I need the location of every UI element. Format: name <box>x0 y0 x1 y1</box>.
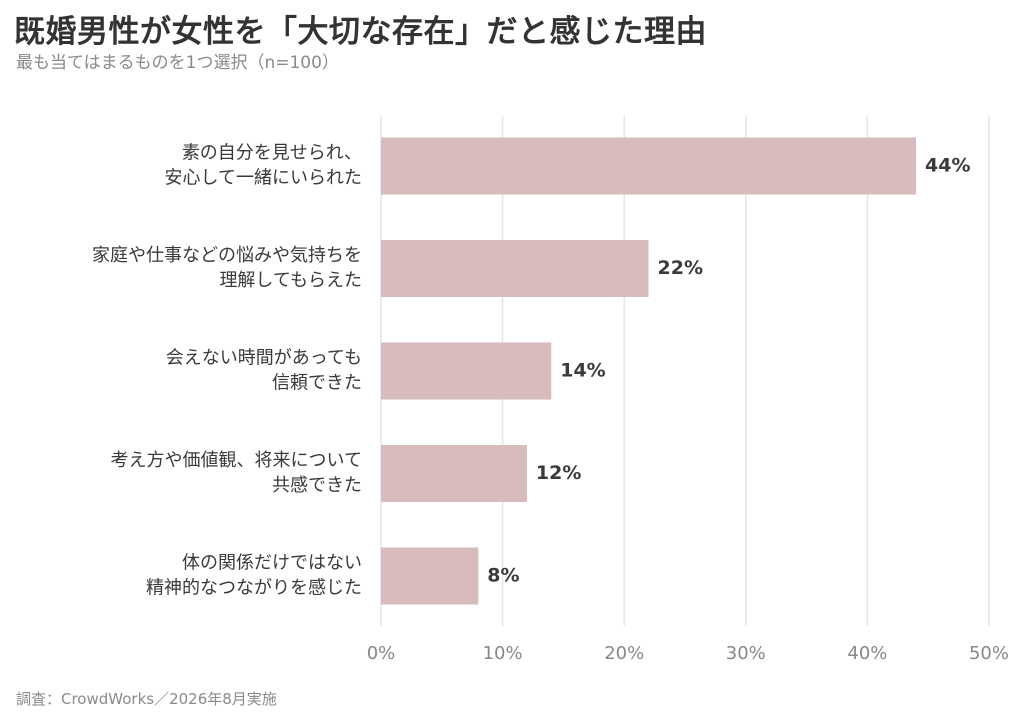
data-label: 22% <box>658 257 703 279</box>
category-label: 体の関係だけではない <box>182 553 362 574</box>
category-label: 理解してもらえた <box>219 270 362 291</box>
bar <box>381 342 552 400</box>
x-tick-label: 50% <box>969 643 1009 664</box>
category-label: 会えない時間があっても <box>166 348 362 369</box>
bar <box>381 137 917 195</box>
category-label: 精神的なつながりを感じた <box>146 578 362 599</box>
source-note: 調査：CrowdWorks／2026年8月実施 <box>16 690 277 708</box>
x-tick-label: 30% <box>726 643 766 664</box>
data-label: 14% <box>560 360 605 382</box>
x-tick-label: 40% <box>847 643 887 664</box>
category-label: 考え方や価値観、将来について <box>111 450 362 471</box>
x-tick-label: 20% <box>604 643 644 664</box>
labels: 0% 10% 20% 30% 40% 50% 44% 素の自分を見せられ、安心して一緒にいられ… <box>92 143 1009 665</box>
x-tick-label: 0% <box>367 643 396 664</box>
chart-subtitle: 最も当てはまるものを1つ選択（n=100） <box>16 53 339 73</box>
category-label: 共感できた <box>272 475 362 496</box>
bar <box>381 240 649 297</box>
data-label: 44% <box>925 155 970 177</box>
category-label: 家庭や仕事などの悩みや気持ちを <box>92 245 362 266</box>
data-label: 12% <box>536 462 581 484</box>
x-tick-label: 10% <box>483 643 523 664</box>
category-label: 安心して一緒にいられた <box>165 168 362 189</box>
category-label: 信頼できた <box>272 373 362 394</box>
data-label: 8% <box>487 565 519 587</box>
category-label: 素の自分を見せられ、 <box>182 143 362 164</box>
bar <box>381 547 479 605</box>
bars <box>381 137 917 605</box>
bar <box>381 445 527 502</box>
chart-title: 既婚男性が女性を「大切な存在」だと感じた理由 <box>14 14 707 50</box>
